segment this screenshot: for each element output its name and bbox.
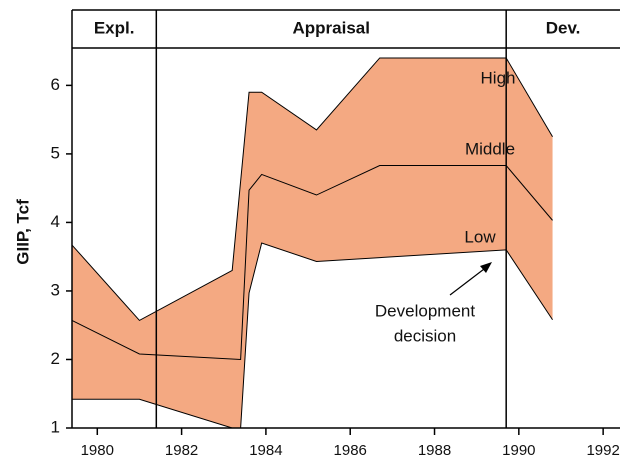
area-layer bbox=[71, 57, 553, 429]
arrow-head bbox=[480, 262, 492, 273]
x-tick-label: 1982 bbox=[165, 442, 198, 459]
y-tick-label: 3 bbox=[51, 280, 60, 299]
series-label: High bbox=[481, 68, 516, 87]
y-tick-label: 5 bbox=[51, 143, 60, 162]
x-tick-label: 1984 bbox=[249, 442, 282, 459]
y-axis-label: GIIP, Tcf bbox=[13, 199, 32, 265]
series-label: Low bbox=[464, 227, 496, 246]
phase-band bbox=[72, 10, 620, 48]
x-tick-label: 1990 bbox=[502, 442, 535, 459]
x-tick-label: 1980 bbox=[81, 442, 114, 459]
series-line bbox=[72, 242, 553, 429]
band-area bbox=[72, 57, 553, 428]
y-tick-label: 2 bbox=[51, 349, 60, 368]
x-tick-label: 1992 bbox=[586, 442, 619, 459]
y-tick-label: 4 bbox=[51, 212, 60, 231]
annotation: Development bbox=[375, 301, 475, 320]
phase-label: Appraisal bbox=[293, 18, 370, 37]
annotation: decision bbox=[394, 326, 456, 345]
phase-label: Expl. bbox=[94, 18, 135, 37]
y-tick-label: 6 bbox=[51, 75, 60, 94]
series-label: Middle bbox=[465, 139, 515, 158]
arrow bbox=[449, 265, 489, 296]
x-tick-label: 1988 bbox=[418, 442, 451, 459]
phase-label: Dev. bbox=[546, 18, 581, 37]
series-line bbox=[71, 165, 553, 361]
x-tick-label: 1986 bbox=[334, 442, 367, 459]
series-line bbox=[71, 57, 553, 322]
y-tick-label: 1 bbox=[51, 417, 60, 436]
